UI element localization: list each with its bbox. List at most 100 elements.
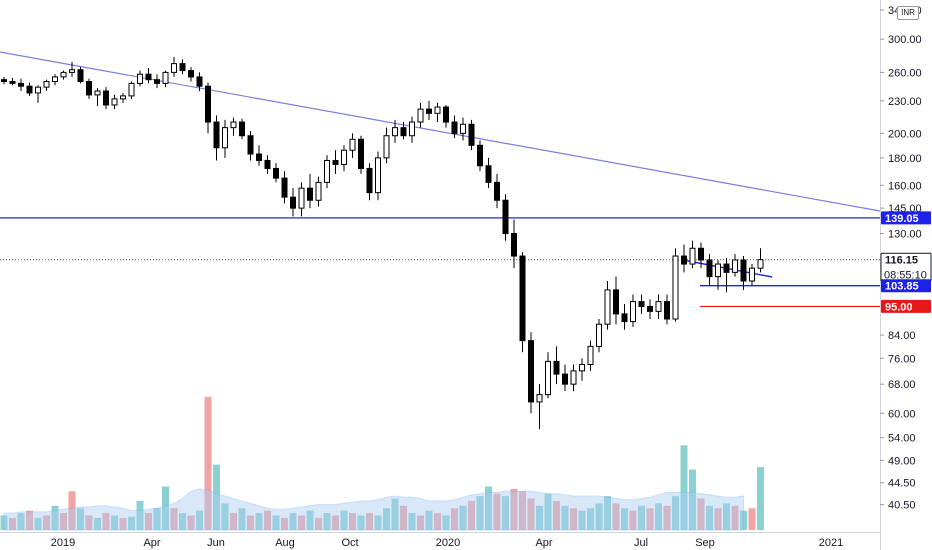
candle-body xyxy=(664,301,670,320)
volume-bar xyxy=(723,503,730,530)
volume-bar xyxy=(587,508,594,530)
candle xyxy=(570,364,577,392)
candle-body xyxy=(315,181,322,201)
volume-bar xyxy=(349,513,356,530)
candle-body xyxy=(494,181,500,201)
candle xyxy=(655,294,662,320)
candle-body xyxy=(621,313,628,323)
volume-bar xyxy=(697,498,705,530)
volume-bar xyxy=(476,496,484,530)
candle xyxy=(341,145,347,172)
x-tick-label: 2020 xyxy=(436,537,460,549)
candle-body xyxy=(188,70,194,78)
candle xyxy=(213,115,220,161)
candle xyxy=(137,70,143,87)
candle xyxy=(502,194,509,241)
volume-bar xyxy=(451,508,458,530)
volume-bar xyxy=(162,486,169,530)
volume-bar xyxy=(17,513,25,530)
candle xyxy=(460,117,466,141)
candle-body xyxy=(502,199,509,235)
candle xyxy=(103,87,109,110)
candle xyxy=(239,118,245,140)
candle xyxy=(43,79,50,92)
candle-body xyxy=(94,90,101,96)
stop: 95.00 xyxy=(881,299,931,313)
candle xyxy=(638,294,645,314)
candle-body xyxy=(196,76,203,87)
volume-bar xyxy=(638,505,645,530)
candle xyxy=(647,299,653,320)
support-text: 103.85 xyxy=(885,281,919,293)
candle-body xyxy=(222,127,228,149)
volume-bar xyxy=(468,500,475,530)
candle xyxy=(689,240,696,269)
volume-bar xyxy=(366,513,373,530)
candle xyxy=(579,358,585,381)
candle xyxy=(332,150,339,174)
candle-body xyxy=(349,138,356,151)
volume-bar xyxy=(0,515,8,530)
x-tick-label: 2021 xyxy=(819,537,843,549)
candle-body xyxy=(111,98,118,106)
y-tick-label: 300.00 xyxy=(888,34,922,46)
x-tick-label: 2019 xyxy=(51,537,75,549)
candle-body xyxy=(273,167,279,179)
candle xyxy=(128,81,135,99)
candle-body xyxy=(120,95,126,100)
candle xyxy=(757,248,764,273)
candle-body xyxy=(723,263,730,273)
volume-bar xyxy=(527,498,535,530)
candle xyxy=(222,119,228,158)
volume-bar xyxy=(459,505,467,530)
volume-bar xyxy=(757,467,764,530)
candle-body xyxy=(324,159,330,183)
volume-bar xyxy=(655,503,662,530)
candle-body xyxy=(528,340,534,403)
currency-badge[interactable]: INR xyxy=(897,6,919,20)
volume-bar xyxy=(187,515,195,530)
volume-layer xyxy=(0,396,764,531)
candle xyxy=(256,145,262,166)
candle xyxy=(630,294,636,327)
volume-bar xyxy=(621,508,628,530)
volume-bar xyxy=(43,515,50,530)
candle xyxy=(613,276,619,325)
candle-body xyxy=(689,247,696,265)
volume-bar xyxy=(604,496,611,530)
stop-box xyxy=(881,299,931,313)
candle xyxy=(171,56,177,77)
volume-bar xyxy=(77,508,84,530)
candle xyxy=(681,244,687,273)
candle xyxy=(324,155,330,189)
volume-bar xyxy=(748,508,756,530)
candle xyxy=(596,319,602,353)
candle-body xyxy=(103,90,109,106)
candle-body xyxy=(1,79,7,83)
volume-bar xyxy=(111,515,118,530)
candle-body xyxy=(749,267,755,282)
candle xyxy=(264,155,271,174)
candle xyxy=(528,332,534,414)
y-tick-label: 40.50 xyxy=(888,500,916,512)
candle-body xyxy=(409,121,415,137)
candle-body xyxy=(145,73,152,81)
volume-bar xyxy=(145,513,152,530)
y-tick-label: 44.50 xyxy=(888,478,916,490)
volume-bar xyxy=(434,513,441,530)
candle xyxy=(715,260,721,290)
candle xyxy=(281,171,288,204)
volume-bar xyxy=(60,513,67,530)
candle xyxy=(621,303,628,330)
volume-bar xyxy=(502,496,509,530)
candle-body xyxy=(52,76,58,83)
volume-bar xyxy=(170,508,178,530)
volume-bar xyxy=(536,505,543,530)
candle xyxy=(307,173,313,209)
y-tick-label: 49.00 xyxy=(888,455,916,467)
volume-bar xyxy=(340,510,348,530)
candle-body xyxy=(681,255,687,265)
levels-layer xyxy=(0,217,880,308)
volume-bar xyxy=(374,515,382,530)
